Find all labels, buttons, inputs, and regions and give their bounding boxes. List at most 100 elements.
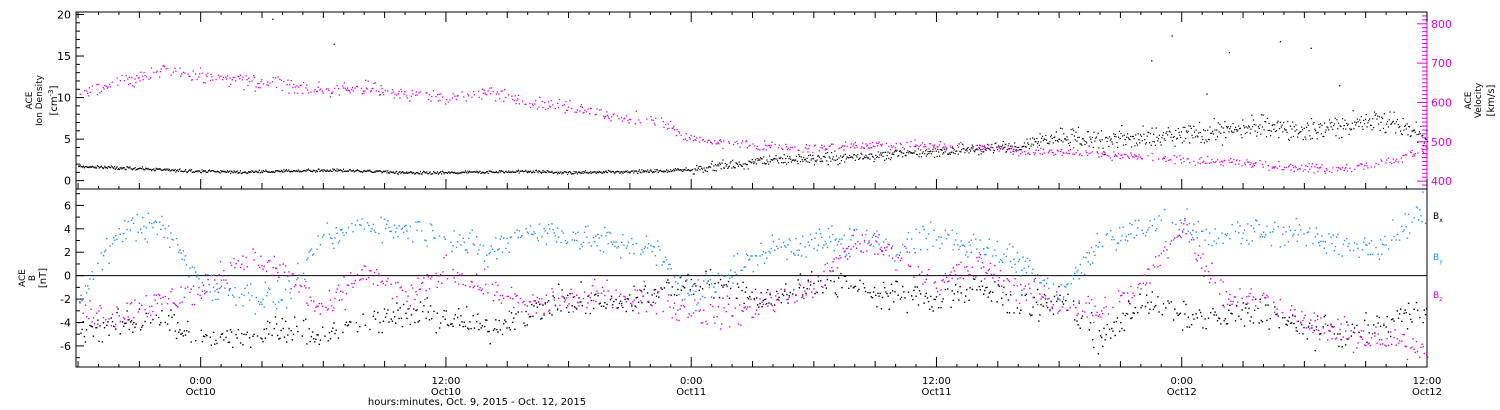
bz-point bbox=[152, 310, 154, 313]
by-point bbox=[1020, 275, 1022, 277]
by-point bbox=[100, 252, 102, 254]
bx-point bbox=[429, 305, 432, 307]
bz-point bbox=[362, 278, 364, 280]
by-point bbox=[1334, 245, 1337, 248]
density-point bbox=[304, 169, 306, 171]
velocity-point bbox=[314, 89, 316, 91]
density-point bbox=[311, 171, 314, 173]
density-point bbox=[822, 160, 824, 162]
by-point bbox=[80, 294, 82, 296]
density-point bbox=[125, 168, 127, 170]
by-point bbox=[87, 285, 89, 287]
density-point bbox=[837, 164, 839, 166]
by-point bbox=[701, 295, 704, 298]
density-point bbox=[663, 170, 665, 172]
by-point bbox=[1335, 236, 1338, 238]
velocity-point bbox=[134, 78, 136, 80]
velocity-point bbox=[562, 104, 564, 107]
density-point bbox=[270, 171, 272, 173]
bx-point bbox=[1137, 312, 1139, 314]
velocity-point bbox=[1215, 160, 1217, 163]
density-point bbox=[835, 159, 837, 161]
velocity-point bbox=[603, 117, 605, 119]
by-point bbox=[802, 235, 804, 238]
density-point bbox=[940, 149, 942, 151]
by-point bbox=[759, 255, 761, 257]
density-point bbox=[1188, 125, 1190, 127]
bz-point bbox=[265, 270, 268, 273]
velocity-point bbox=[463, 96, 465, 98]
velocity-point bbox=[824, 149, 826, 151]
velocity-point bbox=[1288, 166, 1290, 168]
bx-point bbox=[279, 337, 281, 339]
bz-point bbox=[772, 309, 775, 311]
by-point bbox=[1089, 263, 1092, 266]
velocity-point bbox=[1118, 153, 1120, 155]
bx-point bbox=[699, 286, 702, 288]
density-point bbox=[773, 157, 775, 159]
by-point bbox=[1188, 223, 1191, 225]
bx-point bbox=[694, 283, 696, 285]
density-point bbox=[731, 167, 733, 169]
velocity-point bbox=[1130, 152, 1132, 154]
density-point bbox=[1404, 125, 1406, 127]
by-point bbox=[871, 236, 874, 238]
bx-point bbox=[654, 288, 657, 291]
bx-point bbox=[1088, 329, 1090, 331]
by-point bbox=[248, 299, 251, 301]
bx-point bbox=[195, 339, 197, 342]
velocity-point bbox=[881, 143, 883, 145]
density-point bbox=[1301, 129, 1304, 131]
bz-point bbox=[794, 301, 796, 304]
by-point bbox=[985, 254, 987, 256]
bx-point bbox=[133, 321, 135, 324]
density-point bbox=[946, 147, 948, 149]
velocity-point bbox=[172, 71, 175, 73]
by-point bbox=[860, 250, 862, 252]
bx-point bbox=[1353, 327, 1356, 329]
density-point bbox=[1330, 126, 1332, 128]
density-point bbox=[1310, 118, 1313, 120]
velocity-point bbox=[1231, 161, 1233, 163]
by-point bbox=[456, 240, 459, 243]
by-point bbox=[959, 245, 961, 248]
velocity-point bbox=[1125, 153, 1127, 156]
by-point bbox=[405, 224, 407, 227]
velocity-point bbox=[141, 75, 144, 77]
density-point bbox=[115, 167, 117, 169]
density-point bbox=[975, 148, 977, 151]
bx-point bbox=[862, 283, 865, 285]
by-point bbox=[1277, 225, 1279, 228]
bx-point bbox=[1134, 306, 1137, 309]
density-point bbox=[436, 172, 438, 174]
by-point bbox=[196, 276, 198, 278]
velocity-point bbox=[996, 147, 998, 149]
density-point bbox=[679, 169, 681, 171]
density-point bbox=[829, 157, 831, 159]
density-point bbox=[992, 152, 995, 154]
density-point bbox=[680, 170, 682, 172]
bx-point bbox=[1366, 341, 1368, 343]
by-point bbox=[309, 249, 311, 252]
bx-point bbox=[832, 270, 834, 272]
velocity-point bbox=[950, 146, 952, 149]
density-point bbox=[153, 168, 155, 170]
velocity-point bbox=[89, 91, 91, 93]
density-point bbox=[880, 152, 882, 154]
density-point bbox=[1265, 136, 1268, 138]
bz-point bbox=[361, 269, 363, 271]
velocity-point bbox=[665, 123, 667, 126]
bz-point bbox=[597, 292, 599, 294]
bz-point bbox=[516, 294, 518, 297]
velocity-point bbox=[867, 144, 869, 146]
by-point bbox=[536, 237, 539, 239]
velocity-point bbox=[794, 146, 796, 148]
density-point bbox=[853, 154, 856, 156]
bx-point bbox=[306, 343, 308, 345]
velocity-point bbox=[1360, 163, 1362, 165]
bx-point bbox=[1225, 323, 1228, 325]
density-point bbox=[398, 171, 400, 173]
by-point bbox=[772, 241, 775, 243]
density-point bbox=[799, 155, 801, 157]
bx-point bbox=[1116, 317, 1119, 319]
